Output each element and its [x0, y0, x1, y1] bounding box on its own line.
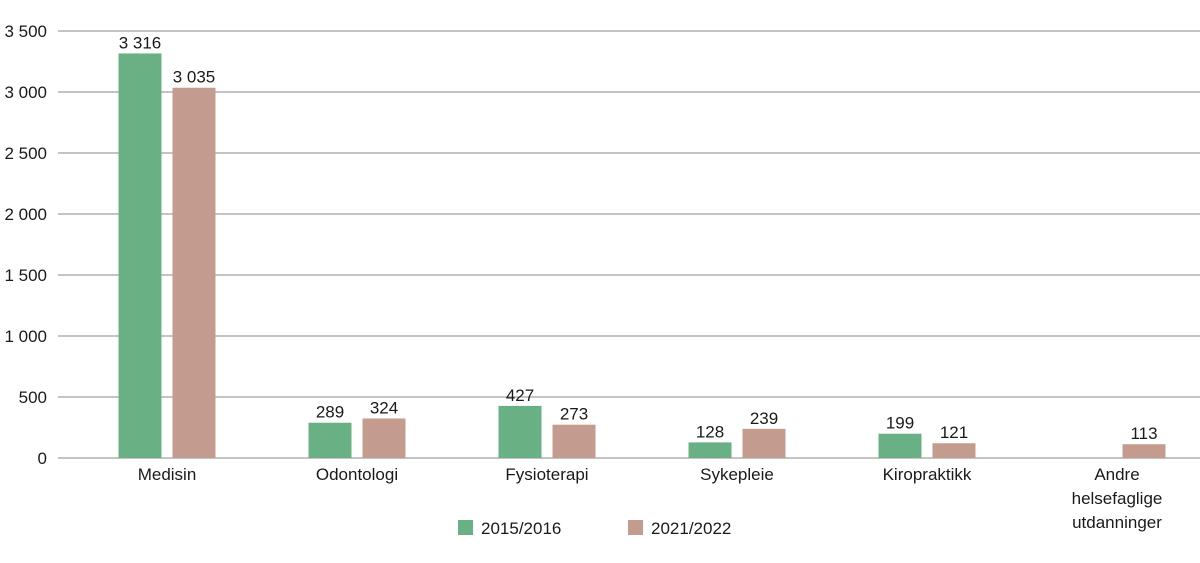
- x-axis: Medisin Odontologi Fysioterapi Sykepleie Kir…: [138, 465, 1163, 532]
- data-label: 3 035: [173, 68, 216, 87]
- data-label: 239: [750, 409, 778, 428]
- data-label: 113: [1130, 424, 1157, 443]
- y-tick-label: 0: [38, 449, 47, 468]
- data-label: 121: [940, 423, 968, 442]
- category-label: Kiropraktikk: [883, 465, 972, 484]
- data-label: 3 316: [119, 33, 162, 52]
- y-tick-label: 500: [19, 388, 47, 407]
- category-label: Odontologi: [316, 465, 398, 484]
- category-label: Sykepleie: [700, 465, 774, 484]
- legend-item: 2015/2016: [458, 519, 561, 538]
- category-label: utdanninger: [1072, 513, 1162, 532]
- grid-layer: [58, 30, 1200, 459]
- category-label: Medisin: [138, 465, 197, 484]
- bars: [118, 53, 1166, 459]
- data-label: 128: [696, 422, 724, 441]
- category-label: helsefaglige: [1072, 489, 1163, 508]
- y-tick-label: 3 000: [4, 83, 47, 102]
- legend-item: 2021/2022: [628, 519, 731, 538]
- category-label: Andre: [1094, 465, 1139, 484]
- category-label: Fysioterapi: [505, 465, 588, 484]
- data-label: 289: [316, 403, 344, 422]
- y-tick-label: 1 500: [4, 266, 47, 285]
- y-tick-label: 1 000: [4, 327, 47, 346]
- legend-label: 2015/2016: [481, 519, 561, 538]
- bar: [878, 433, 922, 458]
- y-tick-label: 2 500: [4, 144, 47, 163]
- legend-swatch: [628, 520, 643, 535]
- y-tick-label: 2 000: [4, 205, 47, 224]
- bar: [742, 428, 786, 458]
- bar: [1122, 444, 1166, 458]
- data-label: 427: [506, 386, 534, 405]
- bar: [118, 53, 162, 459]
- bar: [498, 405, 542, 458]
- data-label: 199: [886, 414, 914, 433]
- legend-label: 2021/2022: [651, 519, 731, 538]
- bar: [688, 442, 732, 458]
- bar: [932, 443, 976, 458]
- bar: [552, 424, 596, 458]
- bar: [362, 418, 406, 458]
- bar: [308, 422, 352, 458]
- data-label: 324: [370, 398, 398, 417]
- data-labels: 3 316 3 035 289 324 427 273 128 239 199 121 113: [119, 33, 1158, 443]
- legend-swatch: [458, 520, 473, 535]
- bar: [172, 87, 216, 458]
- y-tick-label: 3 500: [4, 22, 47, 41]
- y-axis: 0 500 1 000 1 500 2 000 2 500 3 000 3 500: [4, 22, 47, 468]
- legend: 2015/2016 2021/2022: [458, 519, 731, 538]
- data-label: 273: [560, 405, 588, 424]
